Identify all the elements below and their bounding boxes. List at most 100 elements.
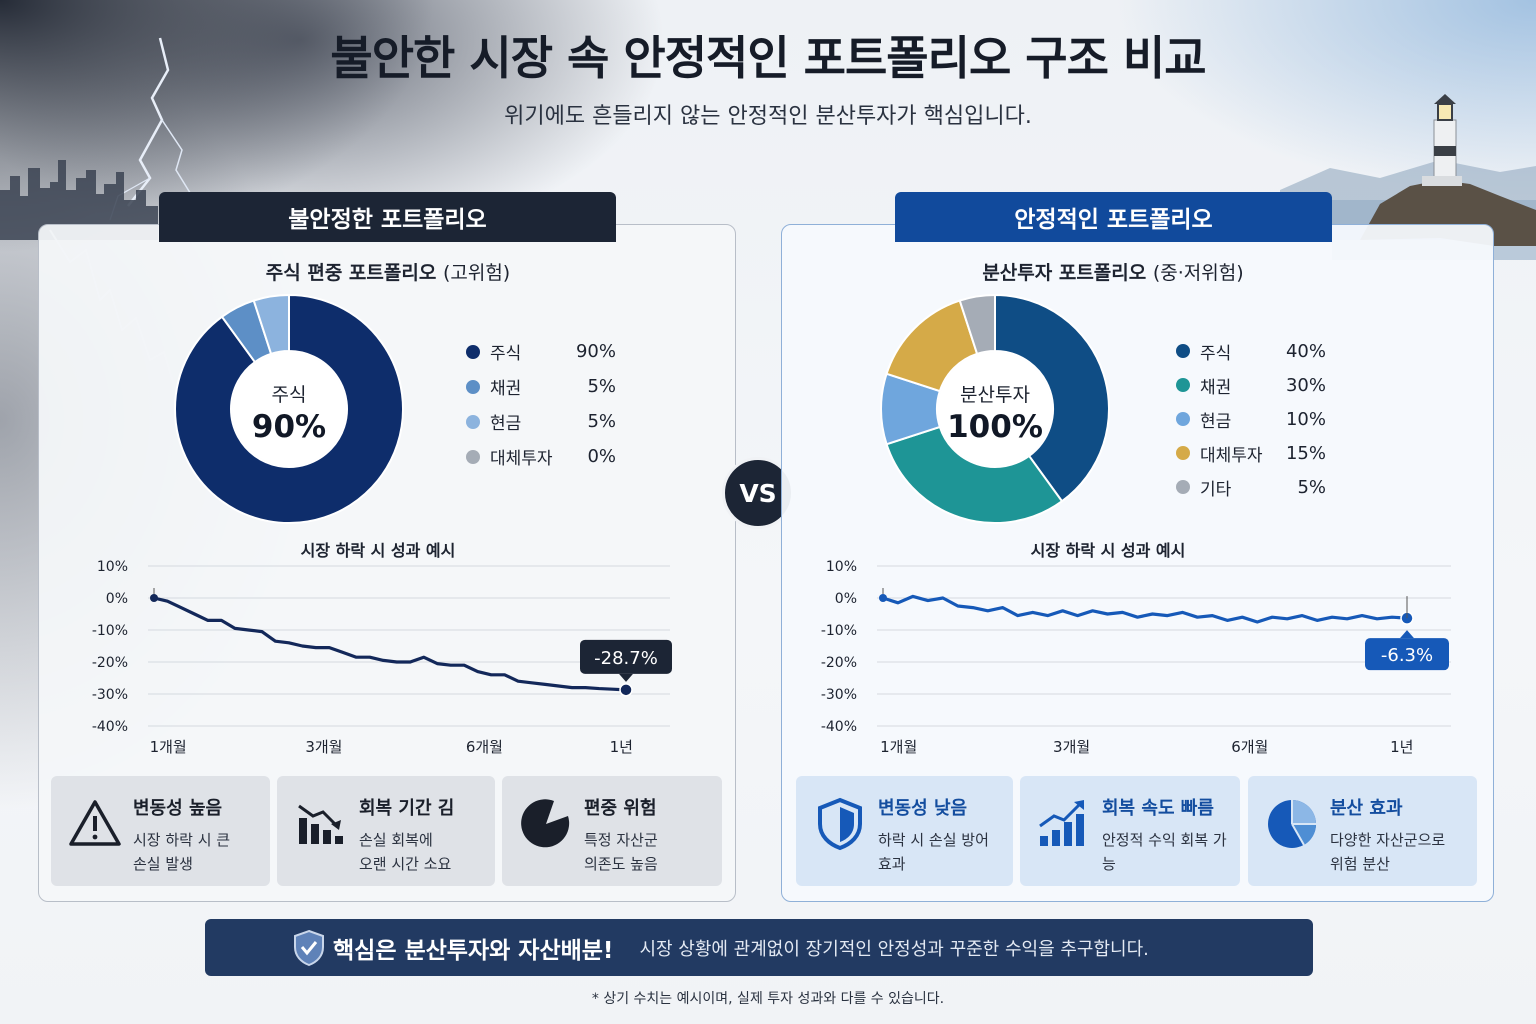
left-end-label-pointer [619, 673, 633, 682]
card-desc-line2: 효과 [878, 855, 906, 873]
legend-swatch [1176, 412, 1190, 426]
right-x-tick-label: 6개월 [1231, 738, 1268, 754]
right-donut-title-note: (중·저위험) [1152, 262, 1244, 284]
card-title: 회복 속도 빠름 [1102, 798, 1214, 819]
card-diversification: 분산 효과 다양한 자산군으로 위험 분산 [1248, 776, 1477, 886]
card-title: 회복 기간 김 [359, 798, 455, 819]
right-donut-title-main: 분산투자 포트폴리오 [982, 262, 1147, 284]
card-desc-line1: 안정적 수익 회복 가능 [1102, 831, 1227, 873]
left-y-tick-label: -10% [92, 623, 128, 639]
right-legend-item: 대체투자 15% [1176, 436, 1326, 470]
left-slice-0 [174, 293, 404, 524]
card-desc-line2: 위험 분산 [1330, 855, 1390, 873]
right-legend: 주식 40% 채권 30% 현금 10% 대체투자 15% 기타 5% [1176, 334, 1326, 504]
left-x-tick-label: 6개월 [466, 738, 503, 754]
legend-percent: 30% [1285, 374, 1326, 396]
right-donut-center-label: 분산투자 [960, 384, 1030, 406]
right-x-tick-label: 1개월 [880, 738, 917, 754]
left-legend-item: 대체투자 0% [466, 439, 616, 474]
right-donut-center: 분산투자 100% [925, 380, 1065, 445]
legend-percent: 40% [1285, 340, 1326, 362]
right-end-label-box [1365, 638, 1449, 671]
right-legend-item: 주식 40% [1176, 334, 1326, 368]
right-slice-1 [885, 425, 1064, 524]
legend-swatch [466, 344, 480, 359]
card-desc-line1: 하락 시 손실 방어 [878, 831, 989, 849]
right-legend-item: 채권 30% [1176, 368, 1326, 402]
pie-chart-icon [1268, 800, 1317, 848]
legend-percent: 5% [1297, 476, 1326, 498]
legend-swatch [1176, 378, 1190, 392]
legend-percent: 10% [1285, 408, 1326, 430]
left-donut-title-note: (고위험) [442, 262, 511, 284]
legend-percent: 90% [575, 341, 616, 362]
right-y-tick-label: 10% [826, 559, 857, 575]
legend-label: 기타 [1200, 479, 1232, 500]
legend-swatch [1176, 344, 1190, 358]
concentrated-pie-icon [521, 799, 570, 848]
card-concentration-risk: 편중 위험 특정 자산군 의존도 높음 [502, 776, 722, 886]
left-series-line [153, 596, 627, 692]
right-line-chart: 10% 0% -10% -20% -30% -40% 1개월 3개월 6개월 1년 -6.3% [821, 559, 1451, 754]
right-start-point [879, 594, 887, 602]
left-donut-hole [232, 352, 346, 466]
legend-label: 대체투자 [1200, 445, 1263, 466]
left-line-chart: 10% 0% -10% -20% -30% -40% 1개월 3개월 6개월 1년 -28.7% [92, 559, 672, 754]
page-subtitle: 위기에도 흔들리지 않는 안정적인 분산투자가 핵심입니다. [504, 104, 1032, 129]
right-legend-item: 현금 10% [1176, 402, 1326, 436]
legend-swatch [466, 414, 480, 429]
card-fast-recovery: 회복 속도 빠름 안정적 수익 회복 가능 [1020, 776, 1240, 886]
lightning-branch [161, 119, 193, 197]
left-end-label-box [580, 639, 672, 674]
right-x-tick-label: 3개월 [1053, 738, 1090, 754]
left-y-tick-label: -30% [92, 687, 128, 703]
left-legend-item: 채권 5% [466, 369, 616, 404]
left-donut-center-label: 주식 [271, 384, 307, 406]
card-desc-line2: 손실 발생 [133, 855, 193, 873]
card-desc-line2: 오랜 시간 소요 [359, 855, 452, 873]
card-low-volatility: 변동성 낮음 하락 시 손실 방어 효과 [796, 776, 1013, 886]
left-start-point [150, 594, 158, 602]
left-x-tick-label: 1개월 [150, 738, 187, 754]
banner-text: 시장 상황에 관계없이 장기적인 안정성과 꾸준한 수익을 추구합니다. [639, 938, 1149, 960]
page-title: 불안한 시장 속 안정적인 포트폴리오 구조 비교 [330, 31, 1206, 85]
left-end-point [619, 683, 633, 697]
card-title: 변동성 높음 [133, 798, 223, 819]
warning-icon [69, 800, 121, 846]
stable-portfolio-tab: 안정적인 포트폴리오 [895, 192, 1332, 242]
right-y-tick-label: 0% [835, 591, 857, 607]
left-line-chart-title: 시장 하락 시 성과 예시 [300, 541, 456, 560]
left-x-tick-label: 3개월 [305, 738, 342, 754]
left-y-tick-label: -40% [92, 719, 128, 735]
left-y-tick-label: 10% [97, 559, 128, 575]
right-end-label: -6.3% [1381, 645, 1433, 666]
banner-strong-text: 핵심은 분산투자와 자산배분! [333, 937, 614, 964]
city-skyline [0, 160, 158, 240]
shield-check-icon [294, 929, 324, 967]
legend-swatch [466, 379, 480, 394]
legend-label: 대체투자 [490, 449, 553, 469]
legend-swatch [1176, 480, 1190, 494]
left-donut-center-value: 90% [251, 409, 327, 445]
footnote: * 상기 수치는 예시이며, 실제 투자 성과와 다를 수 있습니다. [591, 991, 945, 1007]
card-desc-line1: 손실 회복에 [359, 831, 433, 849]
right-y-tick-label: -40% [821, 719, 857, 735]
right-donut-center-value: 100% [947, 409, 1043, 445]
right-series-line [882, 594, 1408, 624]
right-slice-4 [958, 293, 996, 356]
legend-swatch [1176, 446, 1190, 460]
left-slice-2 [252, 293, 290, 356]
legend-label: 주식 [490, 344, 522, 364]
legend-label: 채권 [1200, 377, 1232, 398]
left-end-label: -28.7% [594, 648, 658, 669]
lighthouse-band [1434, 146, 1456, 156]
left-legend-item: 현금 5% [466, 404, 616, 439]
left-y-tick-label: 0% [106, 591, 128, 607]
right-x-tick-label: 1년 [1390, 738, 1413, 754]
legend-label: 현금 [1200, 411, 1232, 432]
left-y-tick-label: -20% [92, 655, 128, 671]
left-donut-center: 주식 90% [219, 380, 359, 445]
lighthouse-roof [1434, 94, 1456, 104]
card-title: 편중 위험 [584, 798, 657, 819]
left-donut-chart [174, 293, 404, 524]
